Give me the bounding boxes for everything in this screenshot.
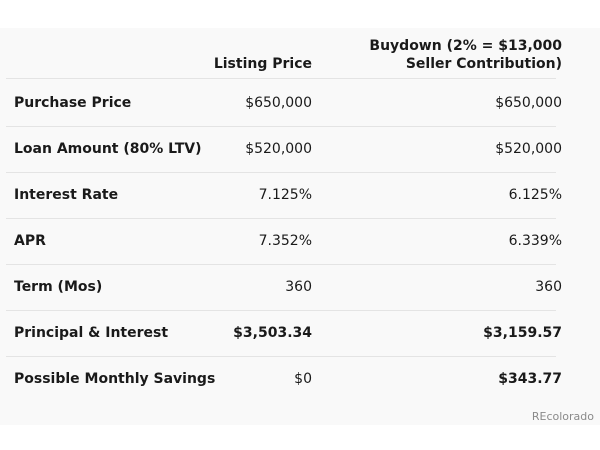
table-cell: $650,000: [245, 95, 312, 111]
row-label: Purchase Price: [14, 95, 132, 111]
row-divider: [6, 172, 556, 173]
row-label: Interest Rate: [14, 187, 119, 203]
row-label: Term (Mos): [14, 279, 103, 295]
table-cell: $520,000: [495, 141, 562, 157]
row-label: Principal & Interest: [14, 325, 169, 341]
watermark: REcolorado: [531, 410, 594, 423]
row-divider: [6, 126, 556, 127]
header-cell: Listing Price: [213, 56, 312, 72]
table-cell: $343.77: [498, 371, 562, 387]
table-panel: [0, 28, 600, 425]
table-cell: $3,159.57: [483, 325, 562, 341]
table-cell: 6.339%: [508, 233, 562, 249]
table-cell: $0: [294, 371, 312, 387]
table-cell: $3,503.34: [233, 325, 312, 341]
row-divider: [6, 356, 556, 357]
table-cell: 360: [285, 279, 312, 295]
row-divider: [6, 310, 556, 311]
table-cell: 7.125%: [258, 187, 312, 203]
table-cell: $650,000: [495, 95, 562, 111]
row-label: Loan Amount (80% LTV): [14, 141, 202, 157]
header-divider: [6, 78, 556, 79]
row-label: APR: [14, 233, 46, 249]
header-cell: Buydown (2% = $13,000 Seller Contributio…: [369, 38, 562, 72]
table-cell: $520,000: [245, 141, 312, 157]
table-cell: 6.125%: [508, 187, 562, 203]
row-label: Possible Monthly Savings: [14, 371, 216, 387]
row-divider: [6, 264, 556, 265]
row-divider: [6, 218, 556, 219]
table-cell: 360: [535, 279, 562, 295]
table-cell: 7.352%: [258, 233, 312, 249]
